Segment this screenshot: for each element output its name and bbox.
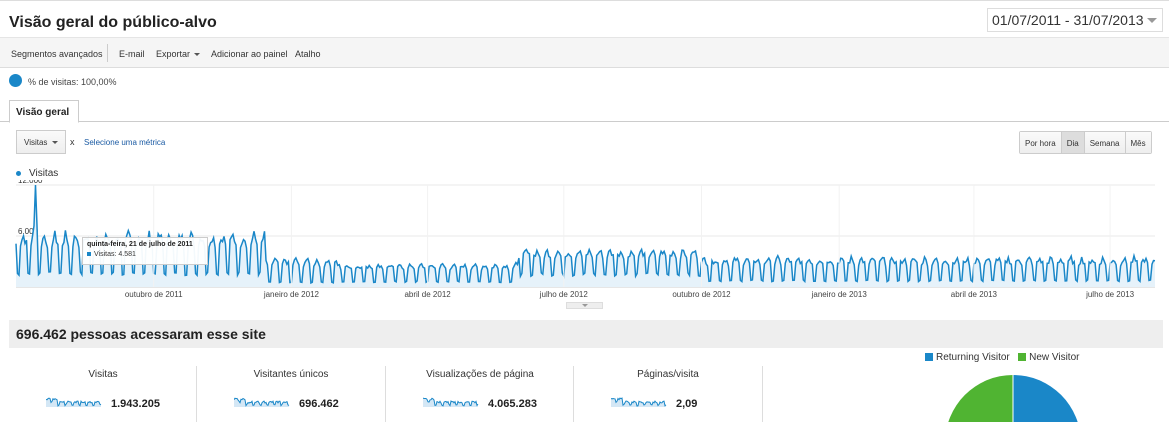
header-bar: Visão geral do público-alvo 01/07/2011 -… <box>0 0 1169 38</box>
tooltip-row: Visitas: 4.581 <box>87 251 203 258</box>
stat-divider <box>762 366 763 422</box>
tooltip-series: Visitas <box>94 251 115 258</box>
toolbar: Segmentos avançados E-mail Exportar Adic… <box>0 38 1169 68</box>
sparkline <box>423 397 479 407</box>
stat-value: 4.065.283 <box>488 398 537 410</box>
sparkline <box>234 397 290 407</box>
stat-label: Páginas/visita <box>637 369 699 380</box>
metric-select-value: Visitas <box>24 138 48 147</box>
tab-overview[interactable]: Visão geral <box>9 100 79 123</box>
x-tick-label: abril de 2013 <box>951 290 998 299</box>
export-button[interactable]: Exportar <box>156 49 201 59</box>
add-to-dashboard-button[interactable]: Adicionar ao painel <box>211 49 288 59</box>
stat-visits: Visitas 1.943.205 <box>9 367 197 422</box>
stat-value: 696.462 <box>299 398 339 410</box>
sparkline-area <box>423 398 478 407</box>
legend-series-name: Visitas <box>29 168 59 179</box>
returning-swatch-icon <box>925 353 933 361</box>
stat-pageviews: Visualizações de página 4.065.283 <box>386 367 574 422</box>
pie-segment-icon <box>9 74 22 87</box>
people-banner: 696.462 pessoas acessaram esse site <box>9 320 1163 348</box>
granularity-day[interactable]: Dia <box>1061 132 1085 153</box>
visitor-type-pie <box>948 375 1078 422</box>
date-range-picker[interactable]: 01/07/2011 - 31/07/2013 <box>987 8 1163 32</box>
x-tick-label: julho de 2013 <box>1085 290 1135 299</box>
stat-label: Visitantes únicos <box>253 369 329 380</box>
metric-select[interactable]: Visitas <box>16 130 66 154</box>
stat-pages-per-visit: Páginas/visita 2,09 <box>574 367 762 422</box>
stat-label: Visitas <box>88 369 118 380</box>
series-dot-icon <box>16 170 21 176</box>
stat-divider <box>196 366 197 422</box>
tooltip-date: quinta-feira, 21 de julho de 2011 <box>87 241 193 248</box>
shortcut-button[interactable]: Atalho <box>295 49 321 59</box>
advanced-segments-button[interactable]: Segmentos avançados <box>11 49 103 59</box>
x-tick-label: janeiro de 2013 <box>811 290 868 299</box>
granularity-month[interactable]: Mês <box>1125 132 1151 153</box>
pie-slice-returning <box>1013 375 1078 422</box>
x-tick-label: abril de 2012 <box>404 290 451 299</box>
stat-divider <box>573 366 574 422</box>
series-line-visits <box>15 184 1156 285</box>
email-button[interactable]: E-mail <box>119 49 145 59</box>
y-tick-label: 6.000 <box>18 227 39 236</box>
new-swatch-icon <box>1018 353 1027 361</box>
y-tick-label: 12.000 <box>18 180 43 185</box>
stat-unique-visitors: Visitantes únicos 696.462 <box>197 367 385 422</box>
series-swatch-icon <box>87 252 91 256</box>
stat-value: 1.943.205 <box>111 398 160 410</box>
remove-metric-button[interactable]: x <box>70 137 75 147</box>
select-metric-link[interactable]: Selecione uma métrica <box>84 138 166 147</box>
pie-slice-new <box>948 375 1013 422</box>
stat-divider <box>385 366 386 422</box>
sparkline-line <box>611 397 667 407</box>
sparkline-line <box>423 397 479 407</box>
export-label: Exportar <box>156 49 191 59</box>
x-tick-label: janeiro de 2012 <box>263 290 320 299</box>
sparkline-line <box>46 397 102 407</box>
tooltip-value: 4.581 <box>118 251 136 258</box>
chevron-down-icon <box>52 141 58 144</box>
visits-line-chart[interactable]: 12.000 6.000 outubro de 2011 janeiro de 201… <box>0 180 1169 302</box>
toolbar-divider <box>107 44 108 62</box>
sparkline <box>46 397 102 407</box>
chevron-down-icon <box>1147 18 1157 23</box>
x-tick-label: outubro de 2011 <box>125 290 183 299</box>
date-range-label: 01/07/2011 - 31/07/2013 <box>992 12 1144 28</box>
pie-legend-returning: Returning Visitor <box>936 352 1010 363</box>
pie-legend: Returning Visitor New Visitor <box>925 352 1079 363</box>
sparkline-line <box>234 397 290 407</box>
chevron-down-icon <box>194 53 201 57</box>
stat-value: 2,09 <box>676 398 698 410</box>
granularity-week[interactable]: Semana <box>1084 132 1126 153</box>
tab-bar: Visão geral <box>0 100 1169 123</box>
x-tick-label: outubro de 2012 <box>672 290 731 299</box>
chart-resize-handle[interactable] <box>566 302 603 309</box>
page-title: Visão geral do público-alvo <box>9 14 217 31</box>
sparkline <box>611 397 667 407</box>
granularity-hourly[interactable]: Por hora <box>1020 132 1062 153</box>
segment-label: % de visitas: 100,00% <box>28 77 117 87</box>
x-tick-label: julho de 2012 <box>539 290 589 299</box>
chart-tooltip: quinta-feira, 21 de julho de 2011 Visita… <box>82 237 208 265</box>
chart-legend: Visitas <box>16 168 58 179</box>
pie-legend-new: New Visitor <box>1029 352 1080 363</box>
stat-label: Visualizações de página <box>426 369 534 380</box>
granularity-toggle: Por hora Dia Semana Mês <box>1019 131 1152 154</box>
